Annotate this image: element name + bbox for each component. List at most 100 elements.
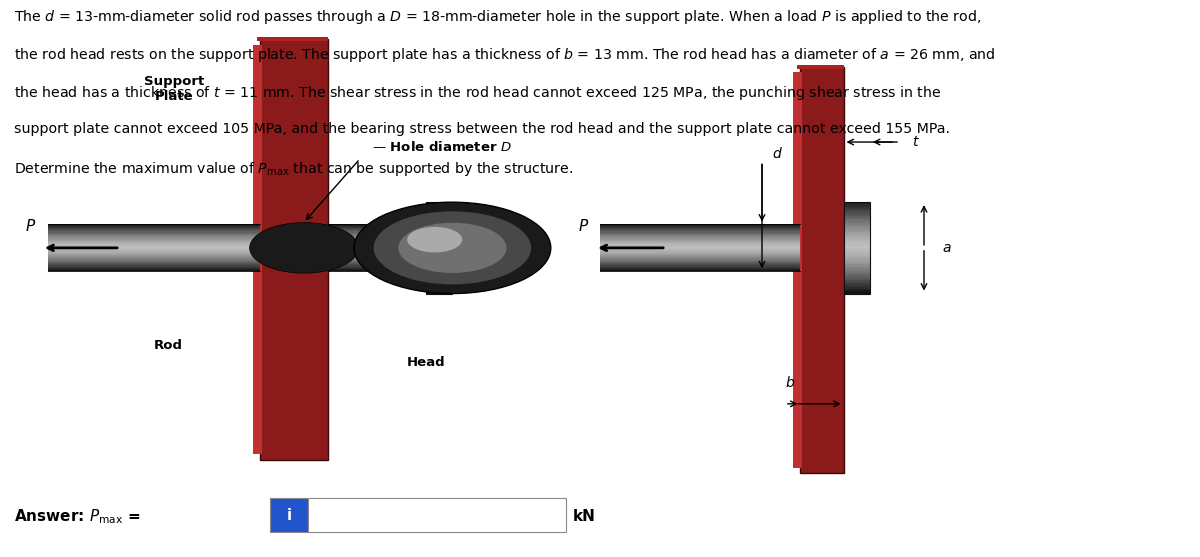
Bar — [48, 257, 260, 258]
FancyArrow shape — [257, 37, 328, 41]
Bar — [48, 245, 260, 246]
Bar — [48, 247, 260, 248]
Bar — [426, 234, 452, 236]
Text: Rod: Rod — [154, 339, 182, 352]
Circle shape — [373, 211, 532, 285]
Bar — [844, 209, 870, 211]
Bar — [48, 251, 260, 252]
Bar — [48, 250, 260, 251]
Bar — [426, 216, 452, 218]
Bar — [426, 229, 452, 232]
Bar — [328, 247, 426, 248]
Bar — [600, 269, 800, 270]
Bar — [600, 229, 800, 231]
Bar — [600, 261, 800, 262]
Bar — [48, 228, 260, 229]
Bar — [328, 262, 426, 263]
Text: Head: Head — [407, 355, 445, 369]
Bar — [844, 213, 870, 216]
Bar — [426, 248, 452, 250]
Bar — [426, 213, 452, 216]
Bar — [600, 264, 800, 266]
Bar — [793, 72, 802, 468]
Bar — [48, 246, 260, 247]
Bar — [328, 242, 426, 243]
Bar — [426, 268, 452, 271]
Bar — [48, 266, 260, 267]
Bar — [48, 241, 260, 242]
Bar — [48, 256, 260, 257]
FancyBboxPatch shape — [270, 498, 308, 532]
Bar — [426, 287, 452, 289]
Bar — [600, 266, 800, 267]
Bar — [48, 234, 260, 235]
Bar — [600, 232, 800, 233]
Bar — [600, 254, 800, 255]
Bar — [844, 271, 870, 273]
Bar — [48, 267, 260, 268]
Bar — [328, 261, 426, 262]
Bar — [48, 227, 260, 228]
Bar — [426, 209, 452, 211]
Bar — [328, 227, 426, 228]
Bar — [328, 269, 426, 270]
FancyArrow shape — [797, 65, 844, 69]
Bar — [328, 237, 426, 238]
Bar — [426, 232, 452, 234]
Text: Determine the maximum value of $P_{\mathrm{max}}$ that can be supported by the s: Determine the maximum value of $P_{\math… — [14, 160, 574, 178]
Bar — [600, 270, 800, 271]
Bar — [844, 234, 870, 236]
Bar — [844, 223, 870, 225]
Bar — [600, 255, 800, 256]
Bar — [426, 239, 452, 241]
Bar — [48, 263, 260, 264]
Bar — [328, 232, 426, 233]
Bar — [426, 223, 452, 225]
Bar — [844, 275, 870, 277]
Bar — [600, 246, 800, 247]
Bar — [426, 241, 452, 243]
Bar — [600, 231, 800, 232]
Bar — [426, 246, 452, 248]
Bar — [426, 250, 452, 252]
Bar — [844, 243, 870, 246]
Bar — [328, 229, 426, 231]
Bar — [844, 227, 870, 229]
Bar — [48, 252, 260, 254]
Bar — [48, 254, 260, 255]
Bar — [426, 289, 452, 291]
Bar — [844, 211, 870, 213]
Bar — [844, 268, 870, 271]
Bar — [48, 264, 260, 266]
Bar — [800, 67, 844, 473]
FancyBboxPatch shape — [308, 498, 566, 532]
Bar — [600, 240, 800, 241]
Bar — [48, 261, 260, 262]
Bar — [600, 247, 800, 248]
Bar — [600, 250, 800, 251]
Bar — [600, 251, 800, 252]
Text: $P$: $P$ — [25, 218, 36, 233]
Bar — [328, 228, 426, 229]
Bar — [426, 285, 452, 287]
Bar — [844, 291, 870, 294]
Text: Answer: $P_{\mathrm{max}}$ =: Answer: $P_{\mathrm{max}}$ = — [14, 507, 140, 526]
Bar — [844, 266, 870, 268]
Bar — [426, 273, 452, 275]
Bar — [426, 243, 452, 246]
Bar — [426, 266, 452, 268]
Bar — [328, 226, 426, 227]
Bar — [600, 248, 800, 249]
Bar — [426, 202, 452, 204]
Bar — [328, 233, 426, 234]
Bar — [426, 275, 452, 277]
Bar — [844, 221, 870, 223]
Bar — [600, 252, 800, 254]
Bar — [426, 207, 452, 209]
Bar — [426, 264, 452, 266]
Bar — [600, 260, 800, 261]
Bar — [328, 236, 426, 237]
Bar — [253, 45, 262, 454]
Text: $b$: $b$ — [785, 375, 794, 390]
Bar — [426, 271, 452, 273]
